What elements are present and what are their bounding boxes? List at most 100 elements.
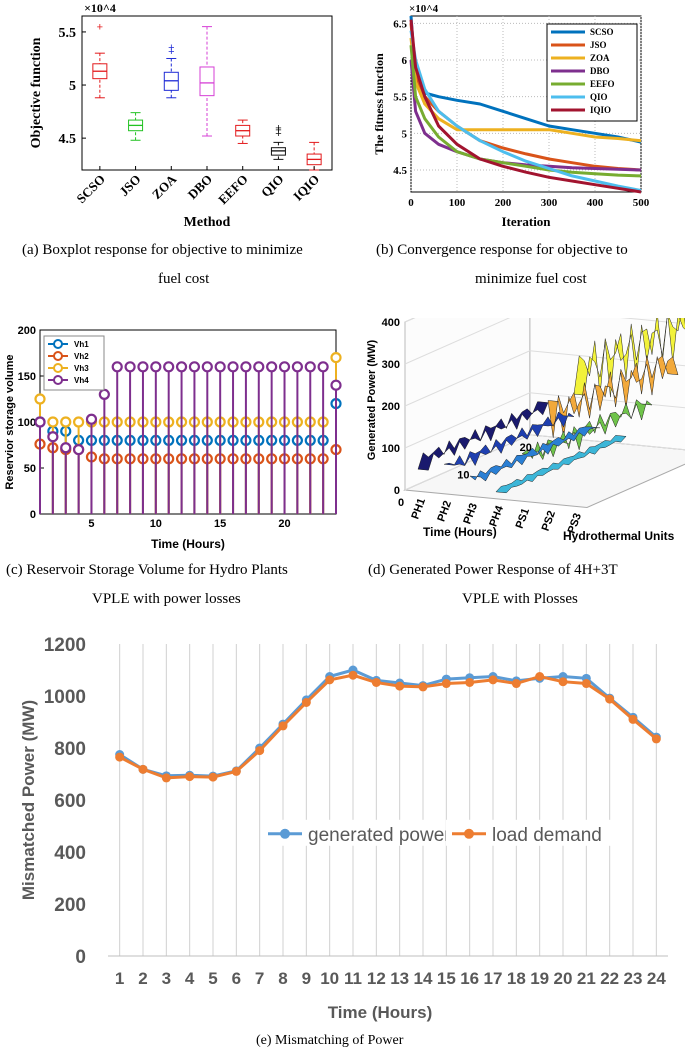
y-tick-label: 5.5 [393, 92, 407, 104]
z-tick-label: 0 [394, 485, 400, 497]
legend-label: load demand [492, 825, 602, 846]
x-tick-label: 22 [600, 969, 619, 988]
time-tick-label: 0 [398, 497, 404, 509]
z-tick-label: 200 [382, 401, 400, 413]
unit-tick-label: PH1 [409, 497, 428, 521]
grid-line-z [404, 350, 685, 407]
stem-marker-vh4 [60, 442, 72, 454]
series-marker [278, 721, 288, 731]
stem-marker-vh4 [111, 361, 123, 373]
panel-d-3d: 0 100 200 300 400 Generated Power (MW) PH1 PH2 P… [345, 318, 685, 556]
x-tick-label: 0 [408, 197, 414, 209]
ribbon-ph2 [443, 411, 575, 467]
y-tick-label: 1200 [44, 635, 86, 656]
x-tick-label: 500 [633, 197, 650, 209]
caption-d: (d) Generated Power Response of 4H+3T [368, 562, 618, 578]
x-tick-label: 10 [150, 518, 162, 530]
z-axis-label: Generated Power (MW) [366, 339, 378, 460]
stem-marker-vh4 [266, 361, 278, 373]
series-marker [488, 675, 498, 685]
stem-marker-vh4 [163, 361, 175, 373]
y-tick-label: 200 [18, 325, 36, 337]
caption-c: (c) Reservoir Storage Volume for Hydro P… [6, 562, 288, 578]
convergence-chart: 0 100 200 300 400 500 4.5 5 5.5 6 6.5×10^4 The fitn… [372, 3, 650, 229]
y-tick-label: 0 [30, 509, 36, 521]
stem-marker-vh4 [240, 361, 252, 373]
x-tick-label: 3 [162, 969, 171, 988]
y-axis-label: Objective function [29, 37, 44, 148]
box-outlier: + [275, 128, 281, 140]
stem-marker-vh4 [304, 361, 316, 373]
series-line-iqio [409, 19, 642, 194]
caption-c-line2: VPLE with power losses [92, 591, 241, 607]
x-tick-label: 17 [484, 969, 503, 988]
legend-label: Vh4 [74, 376, 89, 385]
caption-e: (e) Mismatching of Power [256, 1033, 404, 1048]
x-tick-label: 18 [507, 969, 526, 988]
legend-label: IQIO [590, 105, 611, 115]
grid-line-z [404, 318, 685, 365]
series-marker [325, 675, 335, 685]
x-tick-label: IQIO [290, 172, 322, 204]
series-marker [208, 772, 218, 782]
series-marker [558, 677, 568, 687]
legend-marker [280, 828, 290, 839]
y-tick-label: 6.5 [393, 18, 407, 30]
x-tick-label: 23 [624, 969, 643, 988]
series-marker [581, 679, 591, 689]
ribbon-ph3 [469, 426, 601, 482]
x-tick-label: 11 [344, 969, 362, 988]
series-marker [605, 694, 615, 704]
stem-marker-vh3 [47, 416, 59, 428]
panel-e-mismatch: 0 200 400 600 800 1000 1200 1 2 3 4 5 6 7 8 9 10 11 12 13 14… [0, 622, 685, 1032]
series-marker [395, 681, 405, 691]
x-tick-label: 14 [414, 969, 433, 988]
x-tick-label: 10 [320, 969, 339, 988]
y-tick-label: 5.5 [59, 26, 77, 41]
legend-label: Vh3 [74, 364, 89, 373]
legend-label: SCSO [590, 27, 614, 37]
x-tick-label: 6 [232, 969, 241, 988]
x-tick-label: 5 [88, 518, 94, 530]
series-marker [255, 746, 265, 756]
stem-marker-vh4 [317, 361, 329, 373]
stem-marker-vh4 [330, 379, 342, 391]
x-tick-label: 4 [185, 969, 195, 988]
z-tick-label: 400 [382, 318, 400, 329]
legend-label: JSO [590, 40, 607, 50]
stem-marker-vh4 [85, 413, 98, 425]
stem-marker-vh4 [137, 361, 149, 373]
exponent-label: ×10^4 [84, 1, 116, 15]
legend-marker [53, 351, 63, 361]
series-marker [115, 752, 125, 762]
legend-label: EEFO [590, 79, 615, 89]
caption-a-line2: fuel cost [158, 271, 210, 287]
series-marker [651, 734, 661, 744]
stem-marker-vh3 [330, 351, 342, 364]
ribbon-ph1 [417, 401, 549, 471]
series-marker [348, 670, 358, 680]
ribbon-ph4 [495, 435, 627, 494]
stem-marker-vh4 [188, 361, 201, 373]
y-tick-label: 5 [69, 79, 76, 94]
x-tick-label: 21 [577, 969, 596, 988]
box-outlier: + [168, 46, 174, 58]
box-dbo [199, 66, 215, 97]
stem-marker-vh3 [34, 393, 46, 405]
series-marker [371, 677, 381, 687]
box-outlier: + [275, 125, 281, 137]
panel-b-convergence: 0 100 200 300 400 500 4.5 5 5.5 6 6.5 ×10^4 The fitn… [345, 0, 685, 236]
x-tick-label: 2 [138, 969, 147, 988]
x-axis-label: Time (Hours) [328, 1003, 433, 1022]
panel-a-boxplot: 4.5 5 5.5 ×10^4 Objective function Method + SCS… [0, 0, 345, 236]
stem-marker-vh4 [124, 361, 136, 373]
grid-line-z [404, 434, 685, 491]
stem-marker-vh4 [253, 361, 265, 373]
series-line-qio [409, 30, 642, 192]
series-marker [465, 677, 475, 687]
y-tick-label: 4.5 [59, 132, 77, 147]
legend-label: generated power [308, 825, 451, 846]
series-line-generated-power [118, 668, 658, 778]
